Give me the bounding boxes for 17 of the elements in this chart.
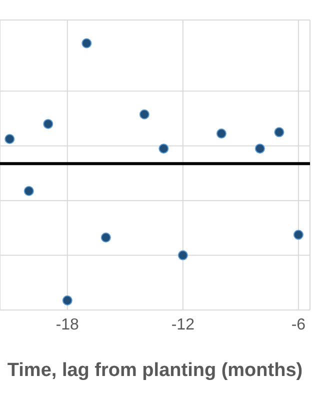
x-axis-title: Time, lag from planting (months)	[7, 360, 303, 381]
point	[4, 134, 15, 144]
x-tick-label: -12	[171, 316, 195, 334]
point	[24, 186, 34, 196]
point	[216, 128, 226, 139]
point	[274, 127, 284, 138]
point	[43, 118, 54, 129]
x-tick-label: -6	[291, 316, 306, 334]
x-tick-label: -18	[56, 316, 80, 334]
point	[254, 144, 265, 154]
point	[158, 144, 169, 154]
point	[82, 38, 92, 48]
point	[293, 230, 304, 240]
point	[178, 250, 188, 260]
point	[62, 295, 72, 306]
point	[139, 109, 150, 120]
point	[100, 232, 111, 243]
